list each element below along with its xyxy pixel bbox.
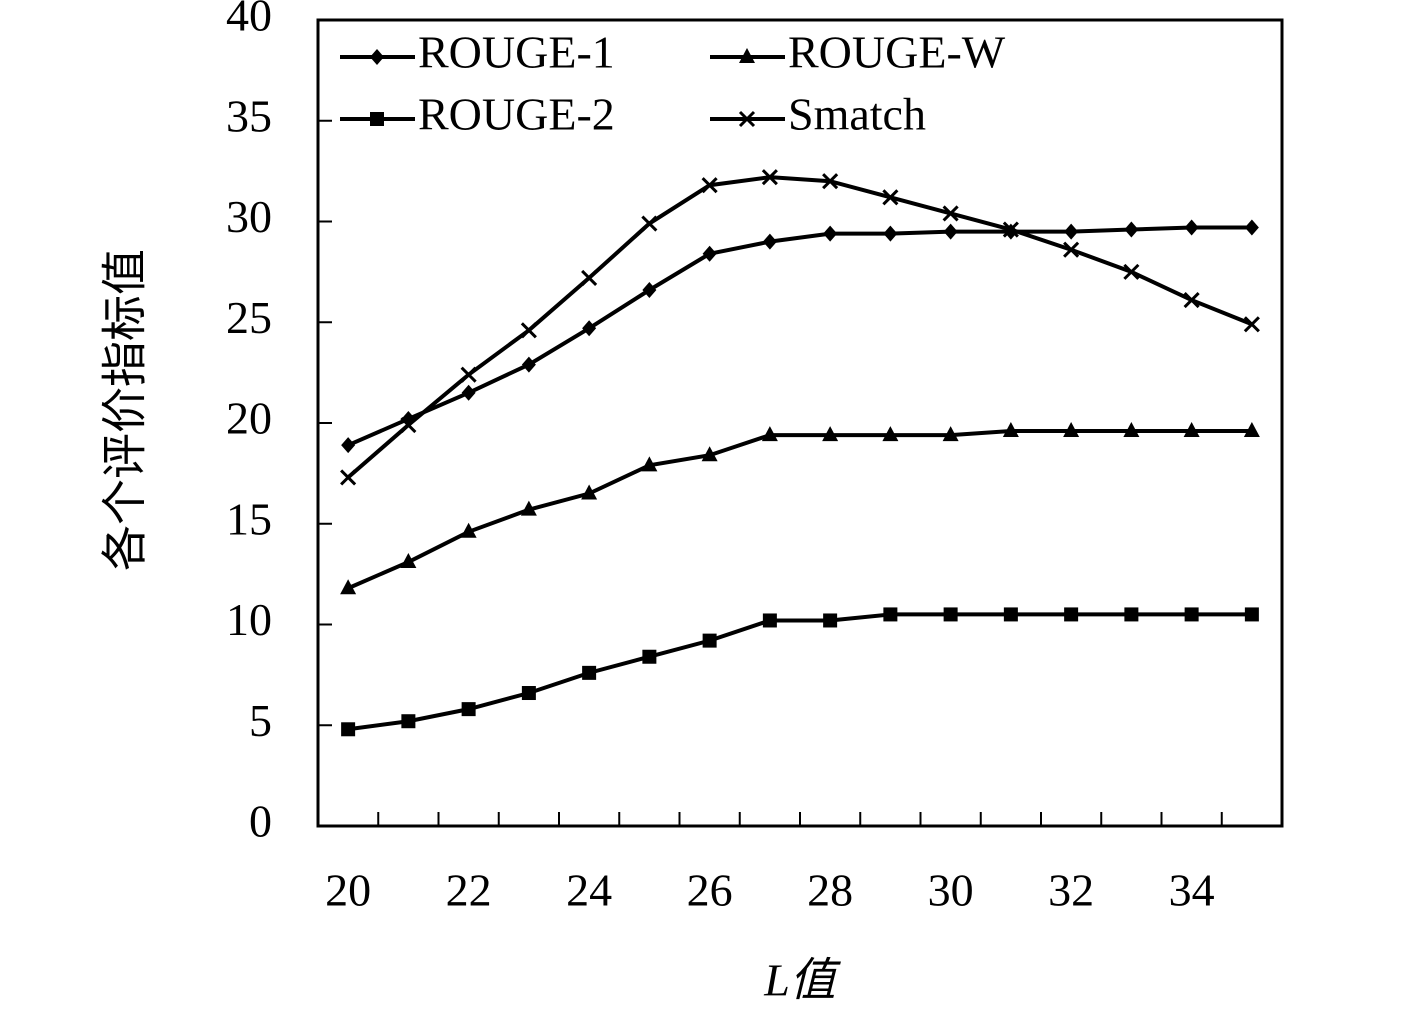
marker	[1243, 422, 1260, 438]
marker	[642, 649, 657, 664]
marker	[341, 437, 356, 454]
marker	[520, 500, 537, 516]
marker	[520, 322, 537, 339]
marker	[823, 225, 838, 242]
marker	[1063, 422, 1080, 438]
marker	[943, 223, 958, 240]
marker	[1124, 221, 1139, 238]
legend-label: Smatch	[788, 89, 926, 140]
marker	[641, 215, 658, 232]
marker	[581, 269, 598, 286]
marker	[822, 173, 839, 190]
marker	[702, 633, 717, 648]
marker	[1002, 422, 1019, 438]
marker	[883, 225, 898, 242]
marker	[642, 282, 657, 299]
marker	[761, 169, 778, 186]
marker	[370, 112, 384, 126]
marker	[762, 613, 777, 628]
y-tick-label: 0	[249, 796, 272, 847]
marker	[1003, 607, 1018, 622]
marker	[823, 613, 838, 628]
marker	[882, 189, 899, 206]
marker	[1123, 422, 1140, 438]
y-tick-label: 15	[226, 493, 272, 544]
x-tick-label: 28	[807, 865, 853, 916]
marker	[1064, 223, 1079, 240]
marker	[762, 233, 777, 250]
y-tick-label: 20	[226, 393, 272, 444]
legend-label: ROUGE-1	[418, 27, 615, 78]
marker	[521, 356, 536, 373]
y-axis-label: 各个评价指标值	[100, 249, 151, 571]
marker	[1183, 422, 1200, 438]
y-tick-label: 40	[226, 0, 272, 41]
marker	[581, 484, 598, 500]
marker	[822, 426, 839, 442]
x-axis-label: L值	[763, 955, 842, 1006]
marker	[460, 366, 477, 383]
marker	[461, 702, 476, 717]
y-tick-label: 25	[226, 292, 272, 343]
marker	[340, 579, 357, 595]
x-tick-label: 34	[1169, 865, 1215, 916]
marker	[702, 245, 717, 262]
marker	[400, 416, 417, 434]
marker	[582, 320, 597, 337]
marker	[582, 665, 597, 680]
x-tick-label: 24	[566, 865, 612, 916]
marker	[400, 553, 417, 569]
y-tick-label: 30	[226, 191, 272, 242]
series-line	[347, 429, 1252, 591]
marker	[738, 110, 756, 128]
marker	[1063, 241, 1080, 258]
marker	[1123, 263, 1140, 280]
marker	[943, 607, 958, 622]
marker	[1124, 607, 1139, 622]
legend-label: ROUGE-W	[788, 27, 1006, 78]
x-tick-label: 26	[687, 865, 733, 916]
marker	[641, 456, 658, 472]
marker	[739, 48, 755, 63]
marker	[1244, 607, 1259, 622]
y-tick-label: 5	[249, 695, 272, 746]
marker	[1002, 221, 1019, 238]
legend-label: ROUGE-2	[418, 89, 615, 140]
marker	[701, 177, 718, 194]
x-tick-label: 32	[1048, 865, 1094, 916]
marker	[461, 384, 476, 401]
marker	[1184, 607, 1199, 622]
y-tick-label: 10	[226, 594, 272, 645]
marker	[1243, 316, 1260, 333]
series-line	[347, 225, 1252, 447]
series-line	[347, 612, 1252, 732]
x-tick-label: 22	[446, 865, 492, 916]
marker	[401, 714, 416, 729]
marker	[1064, 607, 1079, 622]
marker	[1244, 219, 1259, 236]
x-tick-label: 30	[928, 865, 974, 916]
marker	[340, 469, 357, 486]
marker	[942, 426, 959, 442]
marker	[1184, 219, 1199, 236]
x-tick-label: 20	[325, 865, 371, 916]
marker	[882, 426, 899, 442]
marker	[883, 607, 898, 622]
marker	[701, 446, 718, 462]
y-tick-label: 35	[226, 90, 272, 141]
marker	[341, 722, 356, 737]
marker	[761, 426, 778, 442]
marker	[370, 49, 384, 65]
series-line	[346, 175, 1253, 479]
marker	[942, 205, 959, 222]
marker	[460, 522, 477, 538]
marker	[1183, 292, 1200, 309]
marker	[521, 686, 536, 701]
